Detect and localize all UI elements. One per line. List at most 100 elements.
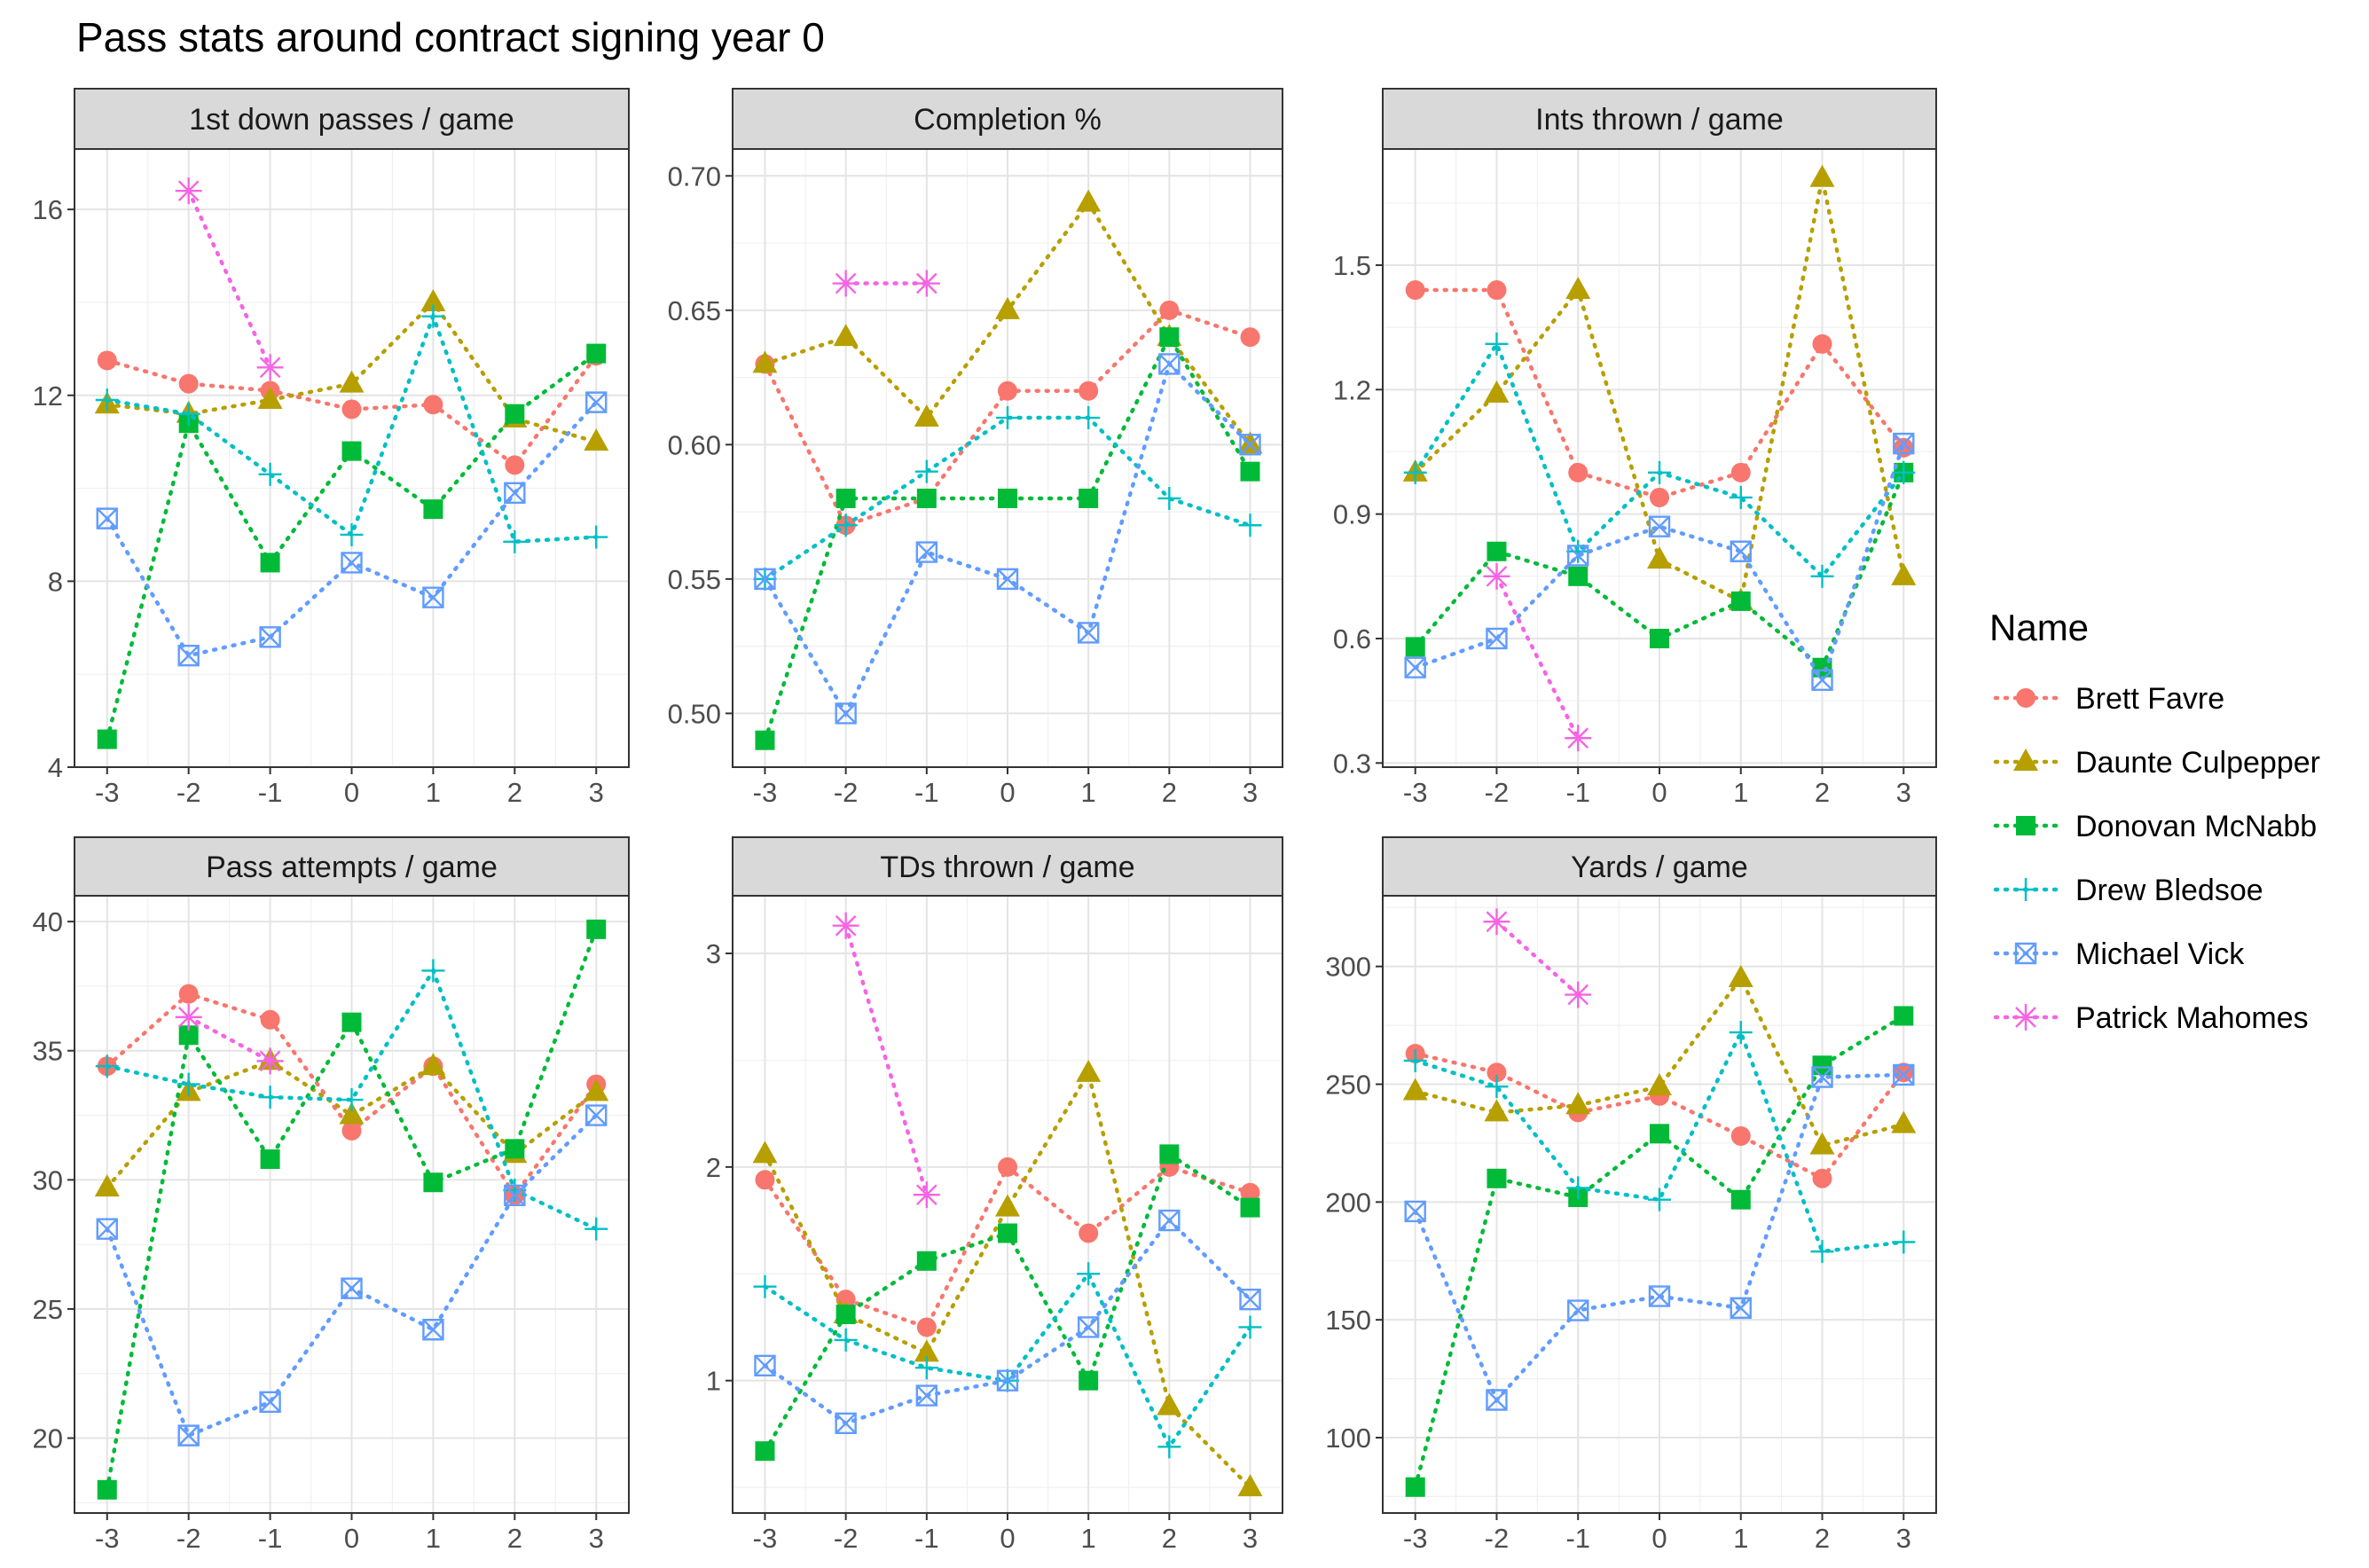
data-point-donovan-mcnabb <box>97 1479 117 1500</box>
y-tick-label: 0.50 <box>668 698 721 729</box>
data-point-daunte-culpepper <box>914 1339 939 1362</box>
y-tick-label: 300 <box>1325 952 1371 983</box>
data-point-patrick-mahomes <box>1483 562 1510 590</box>
y-tick-label: 1 <box>706 1366 721 1397</box>
data-point-donovan-mcnabb <box>1159 327 1180 348</box>
data-point-daunte-culpepper <box>94 1174 120 1197</box>
data-point-michael-vick <box>1158 353 1181 375</box>
x-tick-label: 2 <box>1162 777 1177 808</box>
data-point-drew-bledsoe <box>1648 1188 1671 1211</box>
data-point-patrick-mahomes <box>1565 725 1592 752</box>
data-point-donovan-mcnabb <box>998 1223 1017 1243</box>
data-point-daunte-culpepper <box>1237 1474 1263 1497</box>
data-point-drew-bledsoe <box>914 459 938 483</box>
y-axis: 0.3 0.6 0.9 1.2 1.5 <box>1333 250 1383 779</box>
data-point-daunte-culpepper <box>995 1194 1020 1217</box>
facet-strip <box>74 88 630 150</box>
data-point-daunte-culpepper <box>1484 380 1510 403</box>
data-point-donovan-mcnabb <box>998 488 1017 508</box>
data-point-donovan-mcnabb <box>1079 488 1099 508</box>
data-point-patrick-mahomes <box>1483 908 1510 936</box>
data-point-brett-favre <box>1405 280 1425 301</box>
gridlines <box>75 896 629 1513</box>
data-point-drew-bledsoe <box>584 1217 608 1241</box>
facet-ints-thrown-game: Ints thrown / game -3 -2 -1 0 1 2 3 0.3 0.6 0.9 1.2… <box>1333 88 1937 808</box>
series-drew-bledsoe <box>1403 1021 1916 1264</box>
facet-title: Completion % <box>914 103 1102 137</box>
data-point-drew-bledsoe <box>1403 1048 1427 1072</box>
y-tick-label: 0.3 <box>1333 748 1371 779</box>
series-michael-vick <box>1404 1063 1915 1411</box>
data-point-daunte-culpepper <box>1891 1110 1917 1133</box>
facet-title: Ints thrown / game <box>1535 103 1784 137</box>
data-point-donovan-mcnabb <box>423 499 443 520</box>
data-point-daunte-culpepper <box>339 1102 365 1125</box>
legend-key-daunte-culpepper <box>2013 749 2038 771</box>
data-point-donovan-mcnabb <box>1079 1370 1099 1391</box>
x-tick-label: 2 <box>1815 777 1830 808</box>
data-point-donovan-mcnabb <box>1650 628 1669 648</box>
data-point-michael-vick <box>1077 622 1100 644</box>
facet-strip <box>74 836 630 897</box>
y-tick-label: 25 <box>33 1294 63 1325</box>
x-tick-label: -3 <box>753 777 778 808</box>
data-point-drew-bledsoe <box>95 388 119 412</box>
series-line <box>186 188 272 370</box>
series-patrick-mahomes <box>832 270 940 297</box>
data-point-donovan-mcnabb <box>916 488 937 508</box>
data-point-michael-vick <box>1893 432 1915 455</box>
y-tick-label: 8 <box>48 566 63 597</box>
x-tick-label: -3 <box>95 777 120 808</box>
data-point-michael-vick <box>259 1391 281 1413</box>
data-point-michael-vick <box>1158 1209 1181 1232</box>
series-line <box>186 1015 272 1063</box>
data-point-daunte-culpepper <box>1891 562 1917 585</box>
data-point-drew-bledsoe <box>1485 1075 1509 1099</box>
data-point-patrick-mahomes <box>256 354 284 381</box>
data-point-drew-bledsoe <box>1729 485 1753 509</box>
data-point-michael-vick <box>915 541 938 563</box>
data-point-michael-vick <box>96 507 118 529</box>
data-point-donovan-mcnabb <box>1650 1124 1669 1144</box>
data-point-brett-favre <box>1730 1125 1751 1146</box>
series-donovan-mcnabb <box>1405 462 1914 678</box>
y-axis: 0.50 0.55 0.60 0.65 0.70 <box>668 161 733 729</box>
data-point-brett-favre <box>1079 380 1099 401</box>
data-point-patrick-mahomes <box>913 270 940 297</box>
data-point-donovan-mcnabb <box>260 1149 280 1170</box>
data-point-michael-vick <box>1648 1285 1671 1307</box>
x-tick-label: 3 <box>589 1523 604 1554</box>
data-point-patrick-mahomes <box>175 1003 202 1031</box>
data-point-donovan-mcnabb <box>505 1139 525 1159</box>
y-tick-label: 0.6 <box>1333 623 1371 655</box>
data-point-daunte-culpepper <box>1402 1078 1428 1101</box>
data-point-drew-bledsoe <box>503 529 527 553</box>
series-drew-bledsoe <box>753 406 1262 591</box>
x-tick-label: -2 <box>834 1523 859 1554</box>
data-point-drew-bledsoe <box>421 304 445 328</box>
data-point-daunte-culpepper <box>995 296 1020 319</box>
x-tick-label: -3 <box>1403 1523 1428 1554</box>
facet-yards-game: Yards / game -3 -2 -1 0 1 2 3 100 150 200 250 300 <box>1325 836 1937 1554</box>
series-line <box>1494 919 1581 997</box>
series-michael-vick <box>1404 432 1915 691</box>
data-point-michael-vick <box>1077 1316 1100 1338</box>
legend-key-drew-bledsoe <box>2014 878 2037 901</box>
data-point-donovan-mcnabb <box>586 343 607 364</box>
data-point-michael-vick <box>341 1277 363 1299</box>
series-line <box>843 923 930 1197</box>
data-point-daunte-culpepper <box>1647 1073 1672 1096</box>
data-point-michael-vick <box>1486 627 1508 650</box>
series-drew-bledsoe <box>1403 332 1916 588</box>
x-tick-label: 2 <box>507 777 522 808</box>
data-point-michael-vick <box>1893 1063 1915 1086</box>
data-point-michael-vick <box>1811 1066 1833 1088</box>
legend-label: Brett Favre <box>2075 682 2224 716</box>
data-point-drew-bledsoe <box>1810 564 1834 588</box>
legend-label: Drew Bledsoe <box>2075 874 2263 907</box>
data-point-daunte-culpepper <box>833 324 859 347</box>
facet-strip <box>1382 88 1937 150</box>
data-point-donovan-mcnabb <box>341 1012 362 1032</box>
data-point-michael-vick <box>96 1218 118 1240</box>
